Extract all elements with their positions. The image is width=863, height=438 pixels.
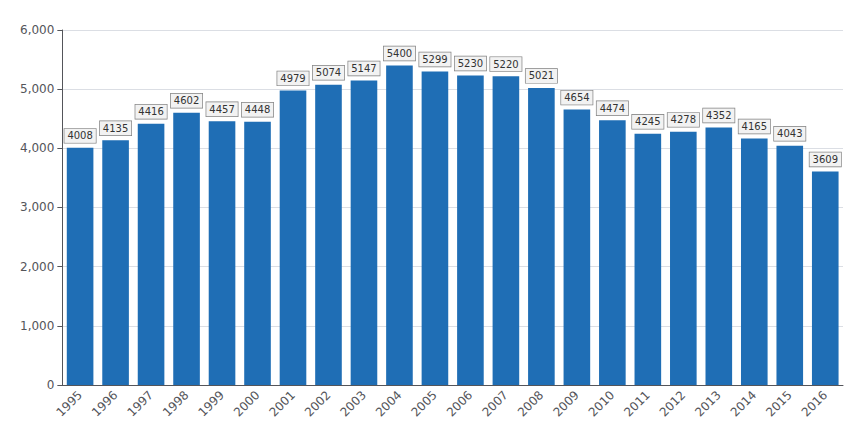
- svg-text:5074: 5074: [316, 67, 341, 78]
- svg-text:2002: 2002: [302, 388, 333, 419]
- svg-text:2012: 2012: [657, 388, 688, 419]
- svg-text:1,000: 1,000: [20, 319, 54, 333]
- svg-text:2006: 2006: [444, 388, 475, 419]
- svg-text:2013: 2013: [692, 388, 723, 419]
- svg-text:4278: 4278: [671, 114, 696, 125]
- svg-text:4352: 4352: [706, 110, 731, 121]
- svg-text:4457: 4457: [209, 104, 234, 115]
- svg-text:2001: 2001: [266, 388, 297, 419]
- svg-text:5220: 5220: [493, 59, 518, 70]
- svg-text:2003: 2003: [337, 388, 368, 419]
- svg-text:2010: 2010: [586, 388, 617, 419]
- svg-text:5147: 5147: [351, 63, 376, 74]
- svg-text:4602: 4602: [174, 95, 199, 106]
- svg-text:4979: 4979: [280, 73, 305, 84]
- svg-text:5299: 5299: [422, 54, 447, 65]
- svg-text:2015: 2015: [763, 388, 794, 419]
- svg-text:4043: 4043: [777, 128, 802, 139]
- svg-text:2011: 2011: [621, 388, 652, 419]
- svg-text:5400: 5400: [387, 48, 412, 59]
- svg-text:2000: 2000: [231, 388, 262, 419]
- svg-text:1996: 1996: [89, 388, 120, 419]
- svg-text:5021: 5021: [529, 70, 554, 81]
- svg-text:4135: 4135: [103, 123, 128, 134]
- svg-text:4416: 4416: [138, 106, 163, 117]
- svg-text:1995: 1995: [54, 388, 85, 419]
- svg-text:4245: 4245: [635, 116, 660, 127]
- svg-text:2009: 2009: [550, 388, 581, 419]
- svg-text:0: 0: [47, 378, 55, 392]
- svg-text:1998: 1998: [160, 388, 191, 419]
- svg-text:4,000: 4,000: [20, 141, 54, 155]
- svg-text:3,000: 3,000: [20, 200, 54, 214]
- svg-text:5,000: 5,000: [20, 82, 54, 96]
- svg-text:4654: 4654: [564, 92, 589, 103]
- svg-text:3609: 3609: [813, 154, 838, 165]
- svg-text:2005: 2005: [408, 388, 439, 419]
- svg-text:1999: 1999: [196, 388, 227, 419]
- svg-text:4008: 4008: [67, 130, 92, 141]
- svg-text:4165: 4165: [742, 121, 767, 132]
- svg-text:5230: 5230: [458, 58, 483, 69]
- svg-text:4474: 4474: [600, 103, 625, 114]
- svg-text:2016: 2016: [799, 388, 830, 419]
- svg-text:2004: 2004: [373, 388, 404, 419]
- svg-text:4448: 4448: [245, 104, 270, 115]
- svg-text:1997: 1997: [125, 388, 156, 419]
- svg-text:6,000: 6,000: [20, 23, 54, 37]
- svg-text:2,000: 2,000: [20, 260, 54, 274]
- svg-text:2014: 2014: [728, 388, 759, 419]
- svg-text:2008: 2008: [515, 388, 546, 419]
- svg-text:2007: 2007: [479, 388, 510, 419]
